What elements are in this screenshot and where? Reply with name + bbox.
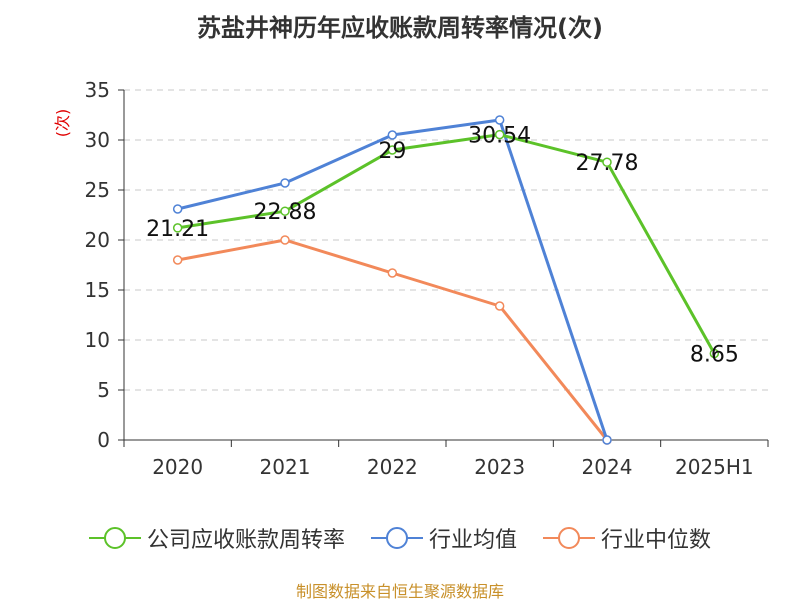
y-tick-label: 15	[85, 278, 110, 302]
data-point	[494, 301, 505, 311]
x-tick-label: 2020	[152, 455, 203, 479]
data-label: 8.65	[690, 343, 739, 368]
legend-label: 公司应收账款周转率	[146, 528, 345, 553]
data-point	[602, 435, 612, 445]
data-label: 30.54	[468, 124, 531, 149]
legend-marker-icon	[370, 526, 423, 550]
legend-item[interactable]: 行业中位数	[543, 522, 711, 554]
data-point	[709, 348, 720, 359]
x-tick-label: 2024	[582, 455, 633, 479]
grid-lines	[124, 89, 768, 391]
data-point	[387, 145, 398, 155]
legend-label: 行业均值	[428, 528, 517, 553]
series-lines	[172, 115, 720, 445]
data-point	[494, 115, 505, 125]
data-label: 27.78	[576, 151, 639, 176]
x-tick-label: 2025H1	[675, 455, 754, 479]
data-point	[280, 178, 290, 188]
legend-item[interactable]: 行业均值	[370, 522, 517, 554]
data-point	[494, 129, 505, 140]
y-tick-label: 0	[97, 428, 110, 452]
data-point	[602, 157, 612, 167]
data-point	[172, 204, 183, 214]
x-tick-label: 2023	[474, 455, 525, 479]
data-label: 21.21	[146, 217, 209, 242]
y-tick-label: 30	[85, 128, 110, 152]
source-note: 制图数据来自恒生聚源数据库	[295, 582, 504, 601]
data-point	[280, 235, 290, 245]
y-tick-label: 20	[85, 228, 110, 252]
legend-label: 行业中位数	[601, 528, 712, 553]
x-tick-label: 2021	[260, 455, 311, 479]
data-point	[387, 130, 398, 140]
data-labels: 21.21 22.88 29 30.54 27.78 8.65	[146, 124, 739, 368]
chart-title: 苏盐井神历年应收账款周转率情况(次)	[197, 14, 603, 42]
data-label: 29	[378, 139, 406, 164]
legend-marker-icon	[543, 526, 595, 550]
y-tick-label: 25	[85, 178, 110, 202]
data-label: 22.88	[254, 200, 317, 225]
x-tick-label: 2022	[367, 455, 418, 479]
legend: 公司应收账款周转率 行业均值 行业中位数	[0, 518, 800, 558]
data-point	[280, 206, 290, 216]
series-line	[177, 118, 609, 441]
axes: 0 5 10 15 20 25 30 35 2020 2021 2022 2023 2024 2025H1	[85, 78, 769, 479]
series-line	[177, 133, 716, 355]
y-tick-label: 10	[85, 328, 110, 352]
legend-item[interactable]: 公司应收账款周转率	[88, 522, 345, 554]
data-point	[172, 223, 183, 233]
y-tick-label: 35	[85, 78, 110, 102]
y-tick-label: 5	[97, 378, 110, 402]
data-point	[172, 255, 183, 265]
legend-marker-icon	[88, 526, 141, 550]
data-point	[387, 268, 398, 278]
